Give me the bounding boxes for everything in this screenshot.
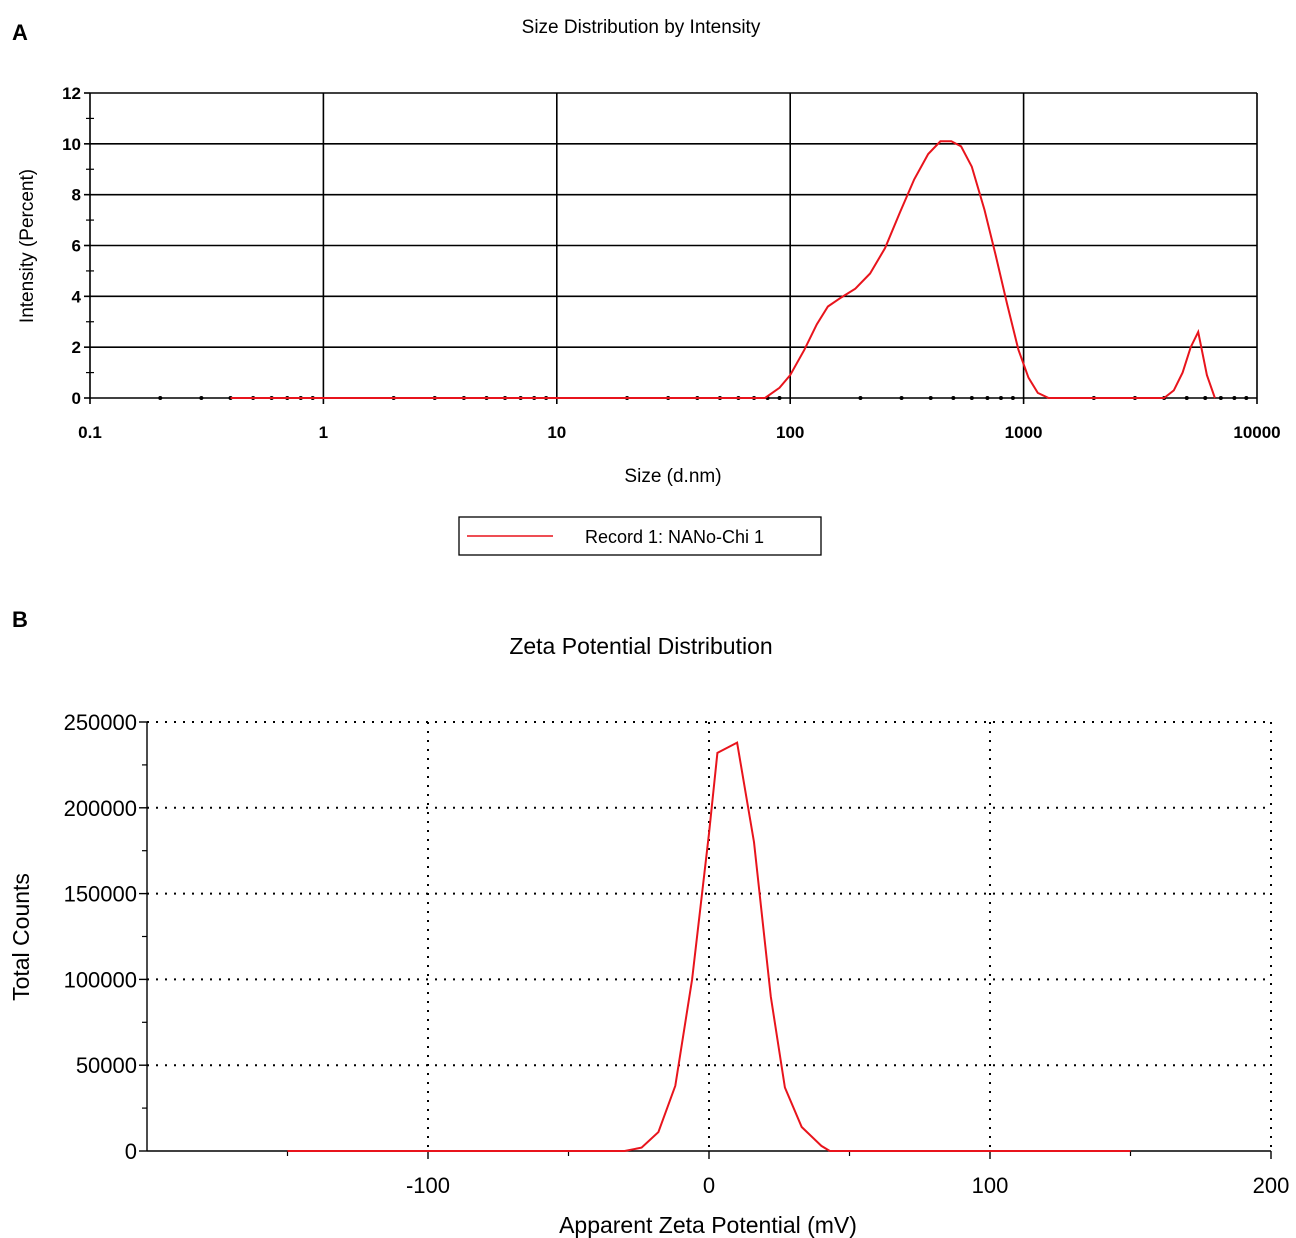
chart-a-grid [89, 92, 1258, 399]
chart-a-tick-labels: 0 2 4 6 8 10 12 0.1 1 10 100 1000 10000 [62, 84, 1281, 442]
chart-b-y-axis-label: Total Counts [8, 873, 34, 1001]
chart-a-minor-tick-dot [1203, 396, 1208, 400]
chart-b-tick-labels: 0 50000 100000 150000 200000 250000 -100 0 100 20… [64, 710, 1290, 1198]
chart-a-minor-tick-dot [1218, 396, 1223, 400]
chart-a-x-tick-label: 10000 [1233, 423, 1280, 442]
chart-a-x-axis-label: Size (d.nm) [624, 466, 721, 487]
chart-b-y-tick-label: 250000 [64, 710, 137, 735]
chart-b-grid [147, 721, 1272, 1151]
chart-a-minor-tick-dot [858, 396, 863, 400]
chart-a-y-tick-label: 12 [62, 84, 81, 103]
zeta-potential-chart: Zeta Potential Distribution 0 50000 100000… [8, 633, 1289, 1238]
chart-a-y-tick-label: 0 [72, 389, 81, 408]
chart-a-y-tick-label: 8 [72, 186, 81, 205]
chart-a-y-tick-label: 6 [72, 237, 81, 256]
chart-a-minor-tick-dot [985, 396, 990, 400]
chart-a-y-axis-label: Intensity (Percent) [17, 169, 38, 323]
chart-a-x-tick-label: 0.1 [78, 423, 102, 442]
chart-a-minor-tick-dot [1010, 396, 1015, 400]
panel-b-letter: B [12, 607, 28, 632]
chart-a-minor-tick-dot [1184, 396, 1189, 400]
chart-a-axes [84, 92, 1258, 404]
chart-b-x-tick-label: 0 [703, 1173, 715, 1198]
chart-b-series [287, 741, 1131, 1152]
chart-a-minor-tick-dot [1244, 396, 1249, 400]
chart-a-minor-tick-dot [969, 396, 974, 400]
chart-a-x-tick-label: 10 [547, 423, 566, 442]
chart-b-y-tick-label: 50000 [76, 1053, 137, 1078]
chart-a-x-tick-label: 100 [776, 423, 804, 442]
chart-a-y-tick-label: 10 [62, 135, 81, 154]
chart-b-axes [139, 721, 1272, 1159]
chart-a-minor-tick-dot [1232, 396, 1237, 400]
chart-a-series [230, 140, 1216, 399]
chart-a-minor-tick-dot [777, 396, 782, 400]
chart-b-x-tick-label: 100 [972, 1173, 1009, 1198]
chart-a-minor-tick-dot [199, 396, 204, 400]
chart-b-y-tick-label: 150000 [64, 882, 137, 907]
chart-b-series-line [287, 741, 1131, 1152]
chart-a-minor-tick-dot [928, 396, 933, 400]
chart-b-y-tick-label: 0 [125, 1139, 137, 1164]
chart-a-minor-tick-dot [998, 396, 1003, 400]
chart-a-minor-tick-dot [899, 396, 904, 400]
chart-b-title: Zeta Potential Distribution [509, 633, 772, 659]
chart-a-legend: Record 1: NANo-Chi 1 [458, 516, 822, 556]
chart-a-minor-tick-dot [158, 396, 163, 400]
chart-b-y-tick-label: 200000 [64, 796, 137, 821]
legend-label: Record 1: NANo-Chi 1 [585, 527, 764, 547]
chart-a-y-tick-label: 4 [72, 287, 82, 306]
chart-b-y-tick-label: 100000 [64, 967, 137, 992]
chart-b-x-tick-label: 200 [1253, 1173, 1290, 1198]
chart-a-title: Size Distribution by Intensity [522, 17, 761, 38]
panel-a-letter: A [12, 20, 28, 45]
chart-a-minor-tick-dot [951, 396, 956, 400]
chart-a-y-tick-label: 2 [72, 338, 81, 357]
chart-a-x-tick-label: 1 [319, 423, 328, 442]
chart-a-x-tick-label: 1000 [1005, 423, 1043, 442]
size-distribution-chart: Size Distribution by Intensity 0 2 4 6 8 10 12… [17, 17, 1281, 556]
chart-a-series-line [230, 140, 1216, 399]
chart-b-x-axis-label: Apparent Zeta Potential (mV) [559, 1212, 857, 1238]
chart-b-x-tick-label: -100 [406, 1173, 450, 1198]
